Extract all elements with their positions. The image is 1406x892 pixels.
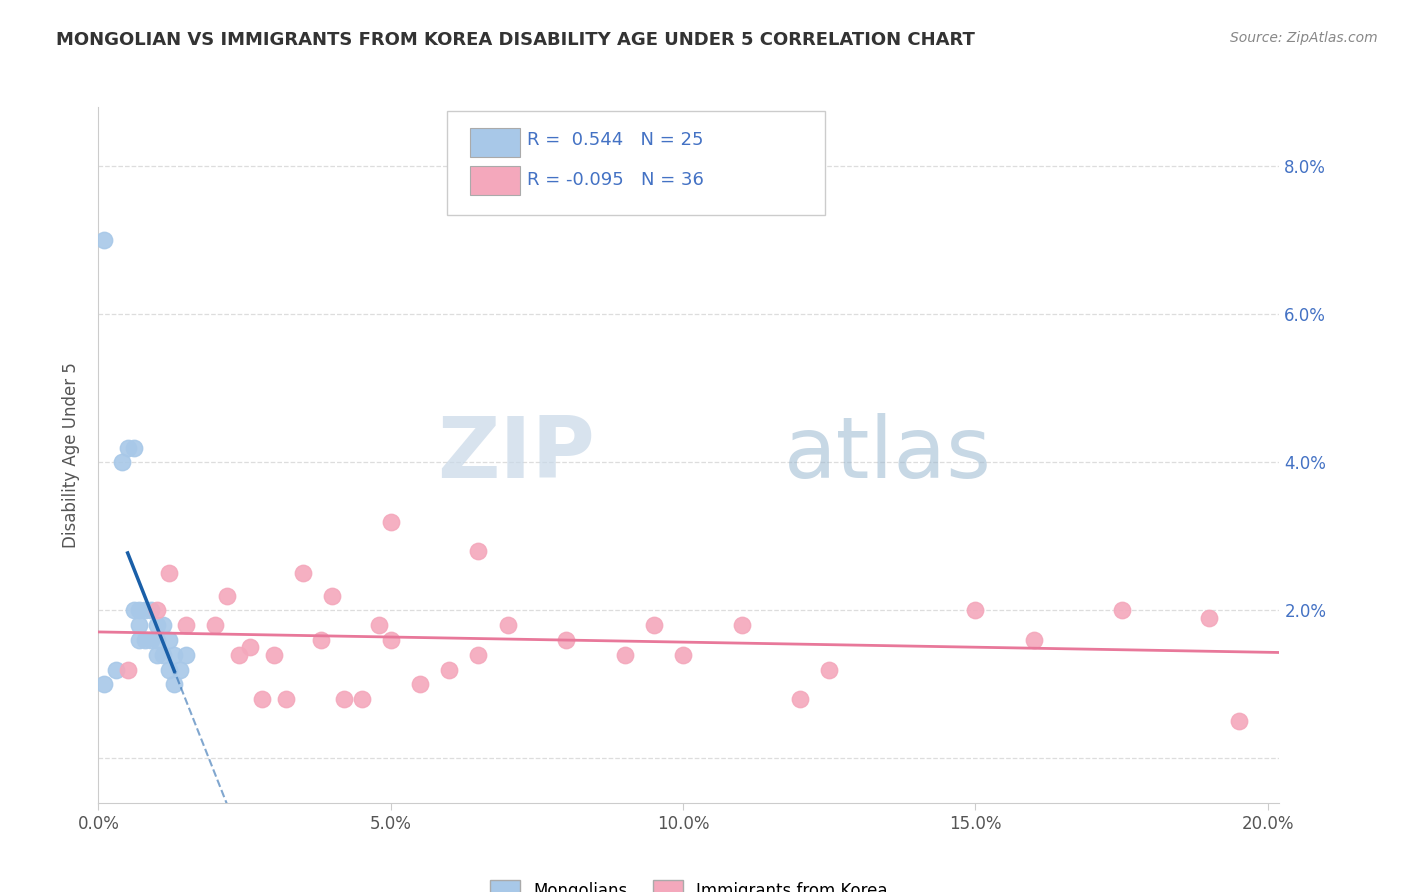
Point [128,618,150,632]
Point [146,648,169,662]
Point [467,648,489,662]
Point [380,632,402,647]
Legend: Mongolians, Immigrants from Korea: Mongolians, Immigrants from Korea [484,874,894,892]
Text: MONGOLIAN VS IMMIGRANTS FROM KOREA DISABILITY AGE UNDER 5 CORRELATION CHART: MONGOLIAN VS IMMIGRANTS FROM KOREA DISAB… [56,31,976,49]
Point [467,544,489,558]
Point [174,618,197,632]
Point [146,632,169,647]
Text: R =  0.544   N = 25: R = 0.544 N = 25 [527,131,703,150]
Point [152,618,174,632]
Point [139,632,162,647]
Point [274,692,297,706]
Point [157,632,180,647]
Point [174,648,197,662]
Point [292,566,315,581]
Point [163,648,186,662]
Point [157,663,180,677]
Point [439,663,461,677]
Point [409,677,432,691]
Point [672,648,695,662]
Point [134,632,156,647]
Point [309,632,332,647]
Point [263,648,285,662]
Point [965,603,987,617]
Point [146,603,169,617]
Point [613,648,636,662]
Point [128,632,150,647]
Y-axis label: Disability Age Under 5: Disability Age Under 5 [62,362,80,548]
Point [818,663,841,677]
Point [146,618,169,632]
Point [204,618,226,632]
Point [350,692,373,706]
Point [643,618,665,632]
Point [228,648,250,662]
Point [380,515,402,529]
FancyBboxPatch shape [447,111,825,215]
Point [321,589,343,603]
Point [169,663,191,677]
Point [1198,611,1220,625]
Point [104,663,127,677]
Text: R = -0.095   N = 36: R = -0.095 N = 36 [527,171,704,189]
Point [1227,714,1250,729]
Point [789,692,811,706]
Point [1111,603,1133,617]
Point [250,692,273,706]
Point [152,648,174,662]
Point [368,618,391,632]
Point [496,618,519,632]
FancyBboxPatch shape [471,166,520,195]
Text: Source: ZipAtlas.com: Source: ZipAtlas.com [1230,31,1378,45]
Point [139,603,162,617]
Point [239,640,262,655]
Point [157,566,180,581]
Point [122,441,145,455]
Point [117,441,139,455]
Point [117,663,139,677]
Text: ZIP: ZIP [437,413,595,497]
Point [93,233,115,247]
Point [555,632,578,647]
Point [134,603,156,617]
FancyBboxPatch shape [471,128,520,157]
Point [333,692,356,706]
Point [128,603,150,617]
Point [122,603,145,617]
Point [1022,632,1045,647]
Point [93,677,115,691]
Point [163,677,186,691]
Point [730,618,752,632]
Point [215,589,238,603]
Text: atlas: atlas [783,413,991,497]
Point [111,455,134,469]
